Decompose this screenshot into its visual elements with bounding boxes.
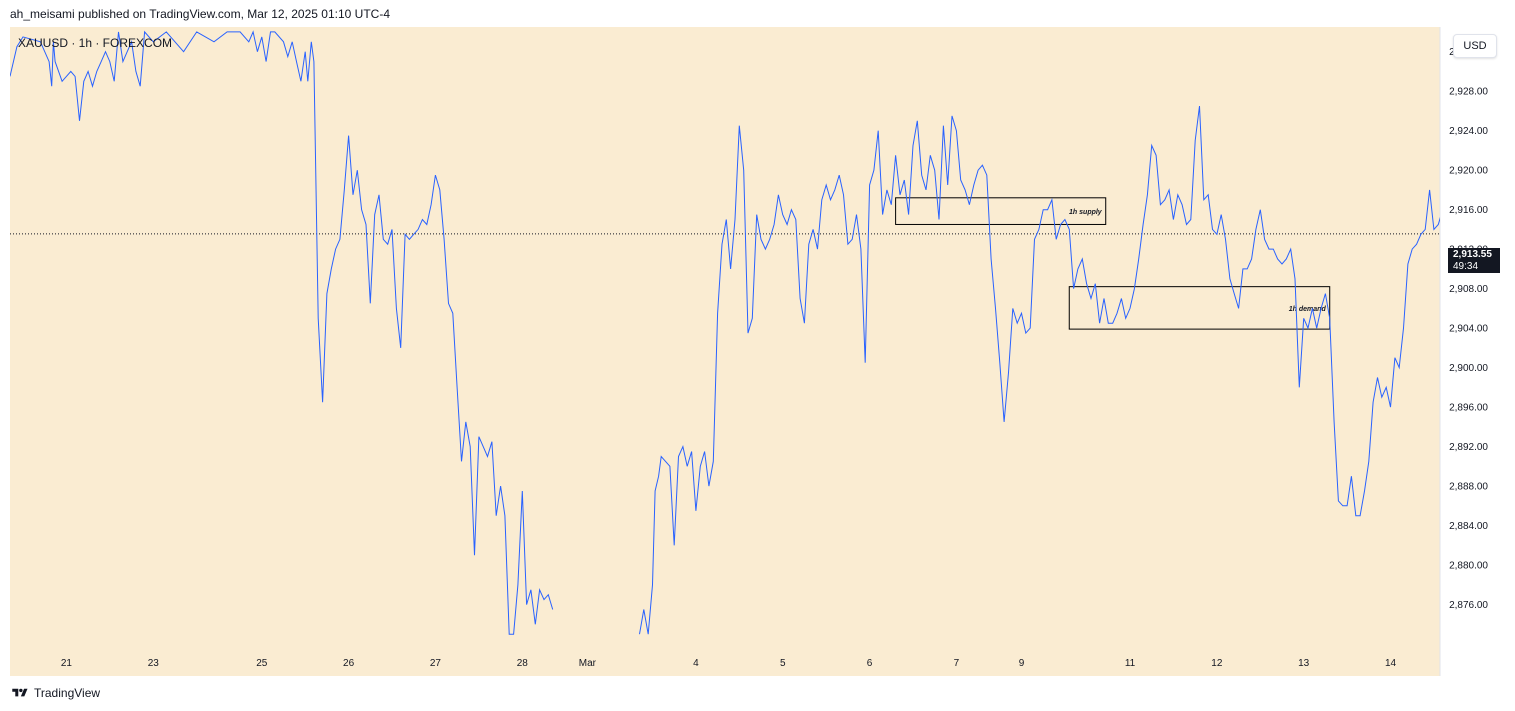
1h-supply-label: 1h supply: [1069, 209, 1103, 216]
x-tick-label: 27: [430, 658, 442, 669]
tradingview-brand[interactable]: TradingView: [34, 686, 101, 700]
y-tick-label: 2,920.00: [1449, 166, 1488, 177]
y-tick-label: 2,884.00: [1449, 521, 1488, 532]
y-tick-label: 2,876.00: [1449, 600, 1488, 611]
x-tick-label: 9: [1019, 658, 1025, 669]
y-tick-label: 2,880.00: [1449, 561, 1488, 572]
x-tick-label: 23: [148, 658, 160, 669]
x-tick-label: 5: [780, 658, 786, 669]
y-tick-label: 2,908.00: [1449, 284, 1488, 295]
y-tick-label: 2,904.00: [1449, 324, 1488, 335]
x-tick-label: 4: [693, 658, 699, 669]
x-tick-label: 6: [867, 658, 873, 669]
y-tick-label: 2,928.00: [1449, 87, 1488, 98]
x-tick-label: 7: [954, 658, 960, 669]
tradingview-footer[interactable]: TradingView: [10, 686, 100, 700]
1h-demand-label: 1h demand: [1289, 306, 1327, 313]
currency-button[interactable]: USD: [1453, 34, 1497, 58]
time-axis-background: [10, 649, 1440, 676]
1h-demand-box: [1068, 286, 1331, 330]
x-tick-label: 13: [1298, 658, 1310, 669]
x-tick-label: 11: [1125, 658, 1136, 669]
y-tick-label: 2,896.00: [1449, 403, 1488, 414]
bar-countdown: 49:34: [1453, 261, 1479, 272]
chart-pane[interactable]: 2,876.00 2,880.00 2,884.00 2,888.00 2,892.00…: [10, 27, 1505, 676]
x-tick-label: 26: [343, 658, 355, 669]
1h-supply-box: [895, 197, 1107, 225]
x-tick-label: 12: [1211, 658, 1223, 669]
x-tick-label: 28: [517, 658, 529, 669]
price-series-line: [639, 105, 1440, 635]
publish-info: ah_meisami published on TradingView.com,…: [10, 7, 390, 21]
tradingview-logo-icon: [12, 688, 28, 697]
current-price-tag: 2,913.55 49:34: [1448, 248, 1500, 273]
y-tick-label: 2,916.00: [1449, 205, 1488, 216]
y-tick-label: 2,900.00: [1449, 363, 1488, 374]
y-tick-label: 2,924.00: [1449, 126, 1488, 137]
current-price-value: 2,913.55: [1453, 249, 1492, 260]
x-tick-label: 21: [61, 658, 73, 669]
symbol-label[interactable]: XAUUSD · 1h · FOREXCOM: [18, 36, 173, 50]
price-series-line: [10, 30, 554, 635]
x-tick-label: Mar: [579, 658, 597, 669]
y-tick-label: 2,888.00: [1449, 482, 1488, 493]
plot-background: [10, 27, 1440, 649]
x-tick-label: 14: [1385, 658, 1397, 669]
price-chart[interactable]: 2,876.00 2,880.00 2,884.00 2,888.00 2,892.00…: [10, 27, 1505, 676]
x-tick-label: 25: [256, 658, 268, 669]
y-tick-label: 2,892.00: [1449, 442, 1488, 453]
